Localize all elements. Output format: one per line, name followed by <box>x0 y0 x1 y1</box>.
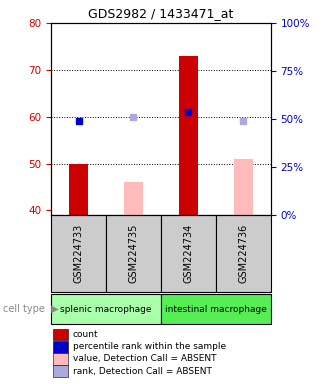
Text: GSM224733: GSM224733 <box>74 224 83 283</box>
Text: GSM224736: GSM224736 <box>238 224 248 283</box>
Bar <box>53 329 68 340</box>
Title: GDS2982 / 1433471_at: GDS2982 / 1433471_at <box>88 7 234 20</box>
Bar <box>124 182 143 215</box>
Bar <box>179 56 198 215</box>
Text: GSM224734: GSM224734 <box>183 224 193 283</box>
Text: value, Detection Call = ABSENT: value, Detection Call = ABSENT <box>73 354 216 363</box>
Text: splenic macrophage: splenic macrophage <box>60 305 152 314</box>
Bar <box>161 215 216 292</box>
Text: rank, Detection Call = ABSENT: rank, Detection Call = ABSENT <box>73 366 212 376</box>
Bar <box>53 365 68 377</box>
Bar <box>51 295 161 324</box>
Text: GSM224735: GSM224735 <box>128 224 139 283</box>
Bar <box>234 159 253 215</box>
Text: cell type  ▶: cell type ▶ <box>3 304 59 314</box>
Text: percentile rank within the sample: percentile rank within the sample <box>73 342 226 351</box>
Bar <box>69 164 88 215</box>
Bar <box>216 215 271 292</box>
Text: count: count <box>73 330 98 339</box>
Bar <box>53 353 68 364</box>
Bar <box>53 341 68 353</box>
Bar <box>106 215 161 292</box>
Bar <box>51 215 106 292</box>
Bar <box>161 295 271 324</box>
Text: intestinal macrophage: intestinal macrophage <box>165 305 267 314</box>
